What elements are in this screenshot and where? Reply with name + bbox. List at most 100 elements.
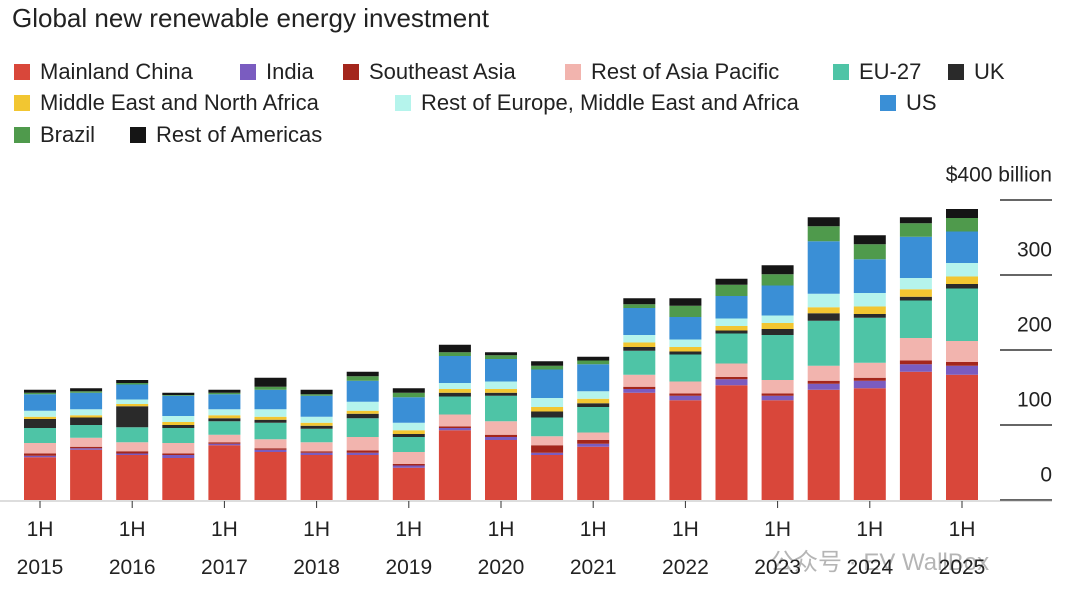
bar-segment: [485, 437, 517, 440]
bar-segment: [577, 407, 610, 433]
x-tick-label: 1H 2016: [108, 518, 156, 579]
bar-segment: [254, 416, 287, 420]
bar-segment: [669, 395, 702, 401]
bar-segment: [162, 455, 195, 458]
bar-segment: [208, 418, 241, 422]
bar-segment: [807, 380, 840, 384]
bar-segment: [254, 452, 287, 500]
bar-segment: [623, 308, 656, 335]
bar-segment: [346, 401, 379, 411]
bar-segment: [24, 453, 56, 456]
x-tick-label: 1H 2020: [477, 518, 525, 579]
watermark: 公众号 · EV WallBox: [770, 549, 990, 576]
bar-segment: [24, 455, 56, 458]
bar-segment: [946, 284, 978, 289]
bar-segment: [254, 377, 287, 387]
bar-segment: [853, 377, 886, 381]
x-tick-label: 1H 2025: [938, 518, 986, 579]
bar-segment: [254, 449, 287, 452]
bar-segment: [531, 452, 564, 455]
bar-segment: [669, 339, 702, 347]
y-tick-label: 200: [1017, 314, 1052, 337]
bar-segment: [761, 400, 794, 500]
bar-segment: [715, 296, 748, 319]
bar-segment: [392, 397, 425, 423]
bar-segment: [254, 422, 287, 440]
bar-segment: [715, 318, 748, 326]
bar-segment: [485, 421, 517, 435]
bar-segment: [669, 317, 702, 340]
bar-segment: [162, 458, 195, 500]
bar-segment: [761, 323, 794, 329]
bar-segment: [669, 381, 702, 394]
bar-segment: [300, 395, 333, 417]
bar-segment: [761, 395, 794, 401]
bar-segment: [70, 417, 103, 425]
bar-segment: [346, 455, 379, 500]
bar-segment: [623, 304, 656, 308]
bar-segment: [623, 386, 656, 389]
bar-segment: [946, 362, 978, 366]
bar-segment: [70, 449, 103, 500]
bar-segment: [24, 457, 56, 500]
bar-segment: [531, 455, 564, 500]
x-tick-label: 1H 2022: [662, 518, 709, 579]
bar-segment: [392, 392, 425, 398]
bar-segment: [853, 306, 886, 314]
bar-segment: [392, 465, 425, 468]
bar-segment: [116, 404, 149, 407]
bar-segment: [438, 392, 471, 397]
bar-segment: [346, 410, 379, 414]
x-tick-label: 1H 2024: [846, 518, 894, 579]
bar-segment: [300, 389, 333, 395]
bar-segment: [761, 393, 794, 396]
bar-segment: [853, 388, 886, 500]
bar-segment: [853, 362, 886, 378]
bar-segment: [531, 411, 564, 418]
bar-segment: [807, 217, 840, 227]
bar-segment: [162, 443, 195, 454]
bar-segment: [208, 421, 241, 435]
bar-segment: [853, 293, 886, 307]
bar-segment: [485, 434, 517, 437]
bar-segment: [392, 434, 425, 437]
bar-segment: [300, 442, 333, 452]
bar-segment: [485, 389, 517, 393]
legend-swatch: [14, 64, 30, 80]
legend-swatch: [343, 64, 359, 80]
bar-segment: [116, 427, 149, 443]
bar-segment: [208, 415, 241, 419]
bar-segment: [254, 389, 287, 410]
x-tick-label: 1H 2021: [569, 518, 617, 579]
bar-segment: [807, 365, 840, 381]
bar-segment: [531, 369, 564, 398]
bar-segment: [761, 315, 794, 323]
bar-segment: [70, 392, 103, 410]
bar-segment: [807, 307, 840, 314]
legend-label: EU-27: [859, 59, 921, 84]
bar-segment: [669, 354, 702, 382]
bar-segment: [438, 389, 471, 393]
bar-segment: [24, 416, 56, 419]
bar-segment: [899, 278, 932, 290]
y-tick-label: $400 billion: [946, 164, 1052, 187]
bar-segment: [300, 425, 333, 429]
bar-segment: [853, 259, 886, 293]
bar-segment: [623, 335, 656, 343]
bar-segment: [116, 455, 149, 500]
bar-segment: [300, 451, 333, 453]
bar-segment: [899, 236, 932, 278]
bar-segment: [208, 445, 241, 500]
legend-swatch: [833, 64, 849, 80]
x-tick-label: 1H 2015: [16, 518, 64, 579]
bar-segment: [715, 330, 748, 334]
bar-segment: [669, 393, 702, 396]
bar-segment: [899, 223, 932, 237]
bar-segment: [70, 388, 103, 392]
bar-segment: [208, 389, 241, 393]
bar-segment: [24, 389, 56, 393]
bar-segment: [485, 392, 517, 396]
bar-segment: [162, 395, 195, 416]
bar-segment: [438, 396, 471, 415]
